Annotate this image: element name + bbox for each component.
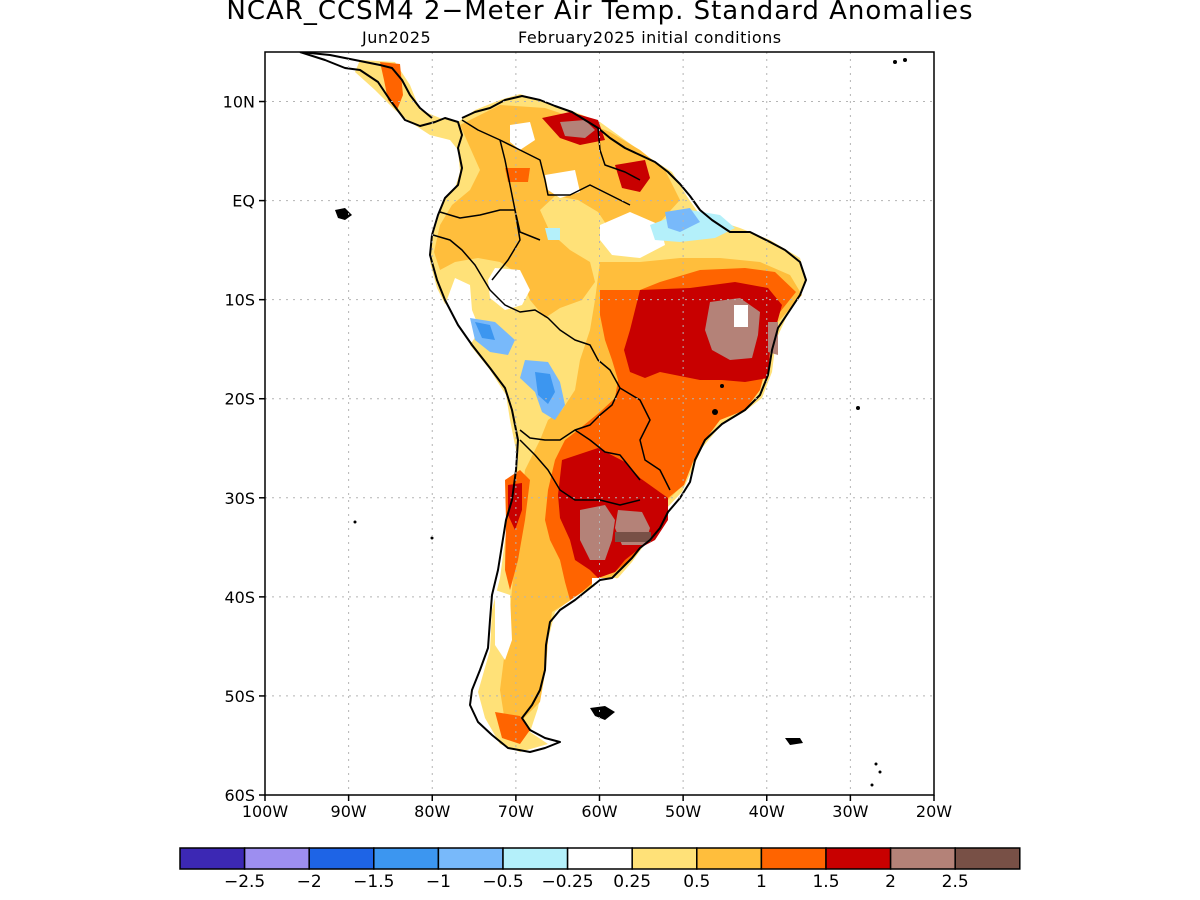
- lon-tick-label: 90W: [331, 802, 367, 821]
- map-title: NCAR_CCSM4 2−Meter Air Temp. Standard An…: [226, 0, 974, 26]
- colorbar-label: −0.25: [542, 872, 594, 892]
- anomaly-region-2-5d: [560, 120, 595, 138]
- anomaly-region-1: [434, 105, 680, 318]
- continent-coastline: [299, 52, 807, 753]
- lon-tick-label: 50W: [665, 802, 701, 821]
- colorbar-label: 2.5: [942, 872, 969, 892]
- colorbar-label: −2: [297, 872, 322, 892]
- lon-tick-label: 70W: [498, 802, 534, 821]
- colorbar-swatch: [243, 847, 310, 870]
- lon-tick-label: 100W: [242, 802, 289, 821]
- lon-tick-label: 60W: [581, 802, 617, 821]
- lat-tick-label: 50S: [224, 687, 255, 706]
- neutral-patch-5: [495, 590, 512, 660]
- colorbar-label: 0.5: [683, 872, 710, 892]
- colorbar-label: 0.25: [613, 872, 651, 892]
- cold-anomaly-bolivia-core: [535, 372, 555, 404]
- anomaly-region-1-5e: [505, 168, 530, 182]
- lat-tick-label: 20S: [224, 390, 255, 409]
- lat-tick-label: 40S: [224, 588, 255, 607]
- colorbar-swatch: [954, 847, 1021, 870]
- lat-tick-label: EQ: [232, 192, 255, 211]
- colorbar-swatch: [373, 847, 440, 870]
- anomaly-region-2-5e: [768, 322, 778, 355]
- lat-tick-label: 10N: [223, 93, 255, 112]
- latitude-axis: 10N EQ 10S 20S 30S 40S 50S 60S: [223, 93, 265, 805]
- boundaries: [299, 52, 807, 753]
- central-america-coast: [299, 52, 433, 119]
- lon-tick-label: 40W: [749, 802, 785, 821]
- gridlines: [265, 52, 934, 795]
- initial-conditions-label: February2025 initial conditions: [518, 28, 782, 47]
- cold-anomaly-peru-core: [475, 322, 495, 340]
- colorbar-swatch: [437, 847, 504, 870]
- map-area: [299, 52, 907, 787]
- country-borders: [432, 119, 671, 506]
- anomaly-region-2-5f: [615, 532, 651, 542]
- colorbar-swatch: [179, 847, 246, 870]
- colorbar-legend: −2.5 −2 −1.5 −1 −0.5 −0.25 0.25 0.5 1 1.5 2 2.5: [179, 847, 1021, 892]
- cold-anomaly-northeast-core: [665, 208, 700, 232]
- colorbar-label: 1: [756, 872, 767, 892]
- colorbar-swatch: [308, 847, 375, 870]
- lat-tick-label: 10S: [224, 291, 255, 310]
- colorbar-swatch: [502, 847, 569, 870]
- colorbar-swatch: [825, 847, 892, 870]
- forecast-month: Jun2025: [362, 28, 432, 47]
- colorbar-swatch: [696, 847, 763, 870]
- colorbar-swatch: [566, 847, 633, 870]
- islands: [335, 58, 907, 787]
- lon-tick-label: 80W: [414, 802, 450, 821]
- lon-tick-label: 20W: [916, 802, 952, 821]
- anomaly-region-2-5b: [580, 505, 615, 560]
- lat-tick-label: 30S: [224, 489, 255, 508]
- neutral-patch-7: [734, 305, 748, 327]
- colorbar-swatch: [631, 847, 698, 870]
- colorbar-swatch: [760, 847, 827, 870]
- colorbar-label: −1.5: [353, 872, 394, 892]
- neutral-patch-8: [592, 578, 616, 586]
- colorbar-label: 1.5: [812, 872, 839, 892]
- anomaly-region-2c: [508, 483, 522, 530]
- lon-tick-label: 30W: [832, 802, 868, 821]
- neutral-patch-3: [445, 278, 480, 345]
- colorbar-label: 2: [885, 872, 896, 892]
- neutral-patch-1: [600, 212, 665, 258]
- cold-anomaly-amazon: [545, 228, 560, 240]
- anomaly-region-2: [624, 282, 782, 382]
- lat-tick-label: 60S: [224, 786, 255, 805]
- colorbar-label: −0.5: [482, 872, 523, 892]
- neutral-patch-4: [545, 170, 580, 198]
- colorbar-swatch: [889, 847, 956, 870]
- longitude-axis: 100W 90W 80W 70W 60W 50W 40W 30W 20W: [242, 795, 952, 821]
- colorbar-label: −1: [426, 872, 451, 892]
- colorbar-label: −2.5: [224, 872, 265, 892]
- anomaly-region-1-5c: [495, 712, 530, 744]
